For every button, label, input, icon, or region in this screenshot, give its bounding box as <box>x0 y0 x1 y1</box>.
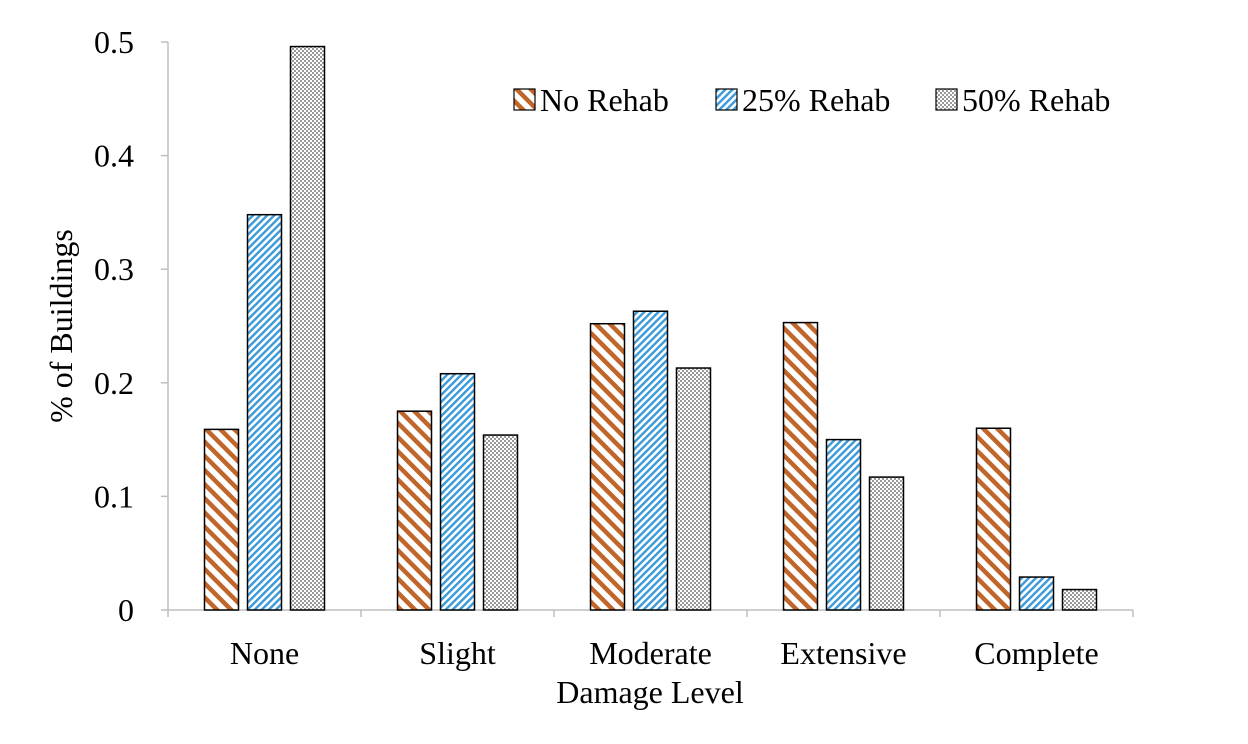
x-axis-category-labels: None Slight Moderate Extensive Complete <box>230 635 1099 671</box>
bar <box>1061 588 1098 611</box>
y-axis-ticks: 0 0.1 0.2 0.3 0.4 0.5 <box>94 24 168 628</box>
bar <box>1018 576 1055 611</box>
y-tick-label: 0.3 <box>94 251 134 287</box>
y-axis: 0 0.1 0.2 0.3 0.4 0.5 <box>94 24 169 628</box>
legend: No Rehab 25% Rehab 50% Rehab <box>513 82 1110 118</box>
legend-swatch <box>513 88 536 111</box>
legend-label: No Rehab <box>540 82 669 118</box>
bar <box>975 427 1012 611</box>
bar <box>482 434 519 611</box>
bar <box>868 476 905 611</box>
bar <box>246 213 283 611</box>
bar <box>589 322 626 611</box>
legend-label: 25% Rehab <box>742 82 890 118</box>
y-axis-title: % of Buildings <box>43 229 79 423</box>
legend-label: 50% Rehab <box>962 82 1110 118</box>
bar <box>675 367 712 611</box>
y-tick-label: 0.5 <box>94 24 134 60</box>
y-tick-label: 0.1 <box>94 478 134 514</box>
bar <box>289 45 326 611</box>
x-category-label: Complete <box>974 635 1098 671</box>
x-axis-title: Damage Level <box>556 674 744 710</box>
y-tick-label: 0 <box>118 592 134 628</box>
bar <box>439 372 476 611</box>
legend-swatch <box>935 88 958 111</box>
bars <box>203 45 1098 611</box>
bar <box>782 321 819 611</box>
x-axis: None Slight Moderate Extensive Complete <box>167 609 1134 671</box>
bar <box>825 438 862 611</box>
legend-swatch <box>715 88 738 111</box>
x-category-label: None <box>230 635 299 671</box>
y-tick-label: 0.2 <box>94 365 134 401</box>
bar <box>632 310 669 611</box>
bar <box>396 410 433 611</box>
bar <box>203 428 240 611</box>
x-category-label: Slight <box>419 635 496 671</box>
x-category-label: Moderate <box>589 635 712 671</box>
x-axis-ticks <box>167 610 1134 617</box>
x-category-label: Extensive <box>780 635 906 671</box>
y-tick-label: 0.4 <box>94 138 134 174</box>
